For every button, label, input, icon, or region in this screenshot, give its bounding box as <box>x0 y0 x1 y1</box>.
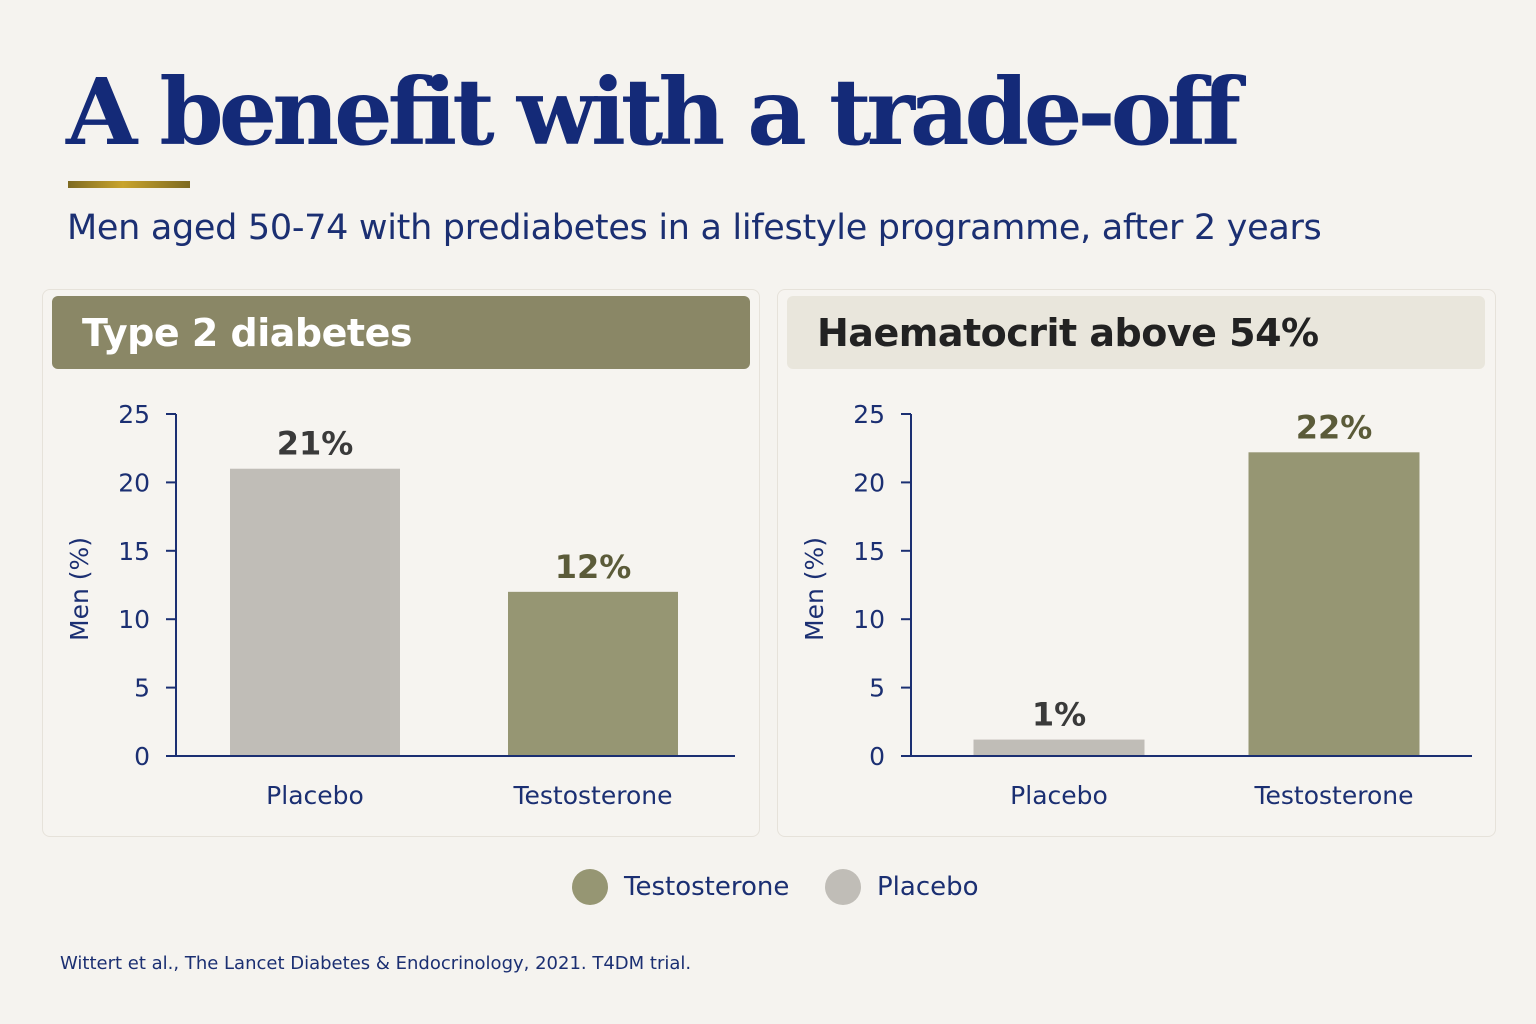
y-tick-label: 0 <box>869 742 885 771</box>
page-title: A benefit with a trade-off <box>66 58 1241 166</box>
y-tick-label: 15 <box>118 537 150 566</box>
y-tick-label: 10 <box>853 605 885 634</box>
y-tick-label: 15 <box>853 537 885 566</box>
y-tick-label: 5 <box>869 674 885 703</box>
source-citation: Wittert et al., The Lancet Diabetes & En… <box>60 953 692 974</box>
data-label: 12% <box>555 548 632 586</box>
x-tick-label: Placebo <box>266 781 364 810</box>
legend-item-testosterone: Testosterone <box>572 868 789 906</box>
legend-item-placebo: Placebo <box>825 868 979 906</box>
bar-testosterone <box>1248 452 1420 756</box>
chart-panel-type2-diabetes: Type 2 diabetes 21% Placebo 12% Testosteron… <box>42 289 760 837</box>
title-accent-rule <box>68 181 190 188</box>
y-tick-label: 25 <box>853 400 885 429</box>
y-axis-label: Men (%) <box>65 537 94 641</box>
legend-label: Testosterone <box>624 872 790 902</box>
bar-placebo <box>230 468 400 756</box>
data-label: 1% <box>1032 696 1086 734</box>
y-tick-label: 5 <box>134 674 150 703</box>
legend-swatch-testosterone <box>572 869 608 905</box>
x-tick-label: Testosterone <box>1254 781 1414 810</box>
legend-label: Placebo <box>877 872 979 902</box>
chart-title: Type 2 diabetes <box>52 296 750 369</box>
data-label: 21% <box>277 425 354 463</box>
y-tick-label: 0 <box>134 742 150 771</box>
chart-title: Haematocrit above 54% <box>787 296 1485 369</box>
y-tick-label: 25 <box>118 400 150 429</box>
bar-placebo <box>973 739 1145 756</box>
bar-chart-haematocrit: 1% Placebo 22% Testosterone 0 5 10 15 20 25 Men (%… <box>800 400 1472 810</box>
legend-swatch-placebo <box>825 869 861 905</box>
y-tick-label: 20 <box>118 468 150 497</box>
y-tick-label: 10 <box>118 605 150 634</box>
y-axis-label: Men (%) <box>800 537 829 641</box>
x-tick-label: Testosterone <box>513 781 673 810</box>
bar-chart-type2-diabetes: 21% Placebo 12% Testosterone 0 5 10 15 20 25 Men (… <box>65 400 735 810</box>
page-subtitle: Men aged 50-74 with prediabetes in a lif… <box>67 208 1322 248</box>
y-tick-label: 20 <box>853 468 885 497</box>
chart-panel-haematocrit: Haematocrit above 54% 1% Placebo 22% Testos… <box>777 289 1496 837</box>
data-label: 22% <box>1296 408 1373 446</box>
bar-testosterone <box>508 591 678 756</box>
x-tick-label: Placebo <box>1010 781 1108 810</box>
